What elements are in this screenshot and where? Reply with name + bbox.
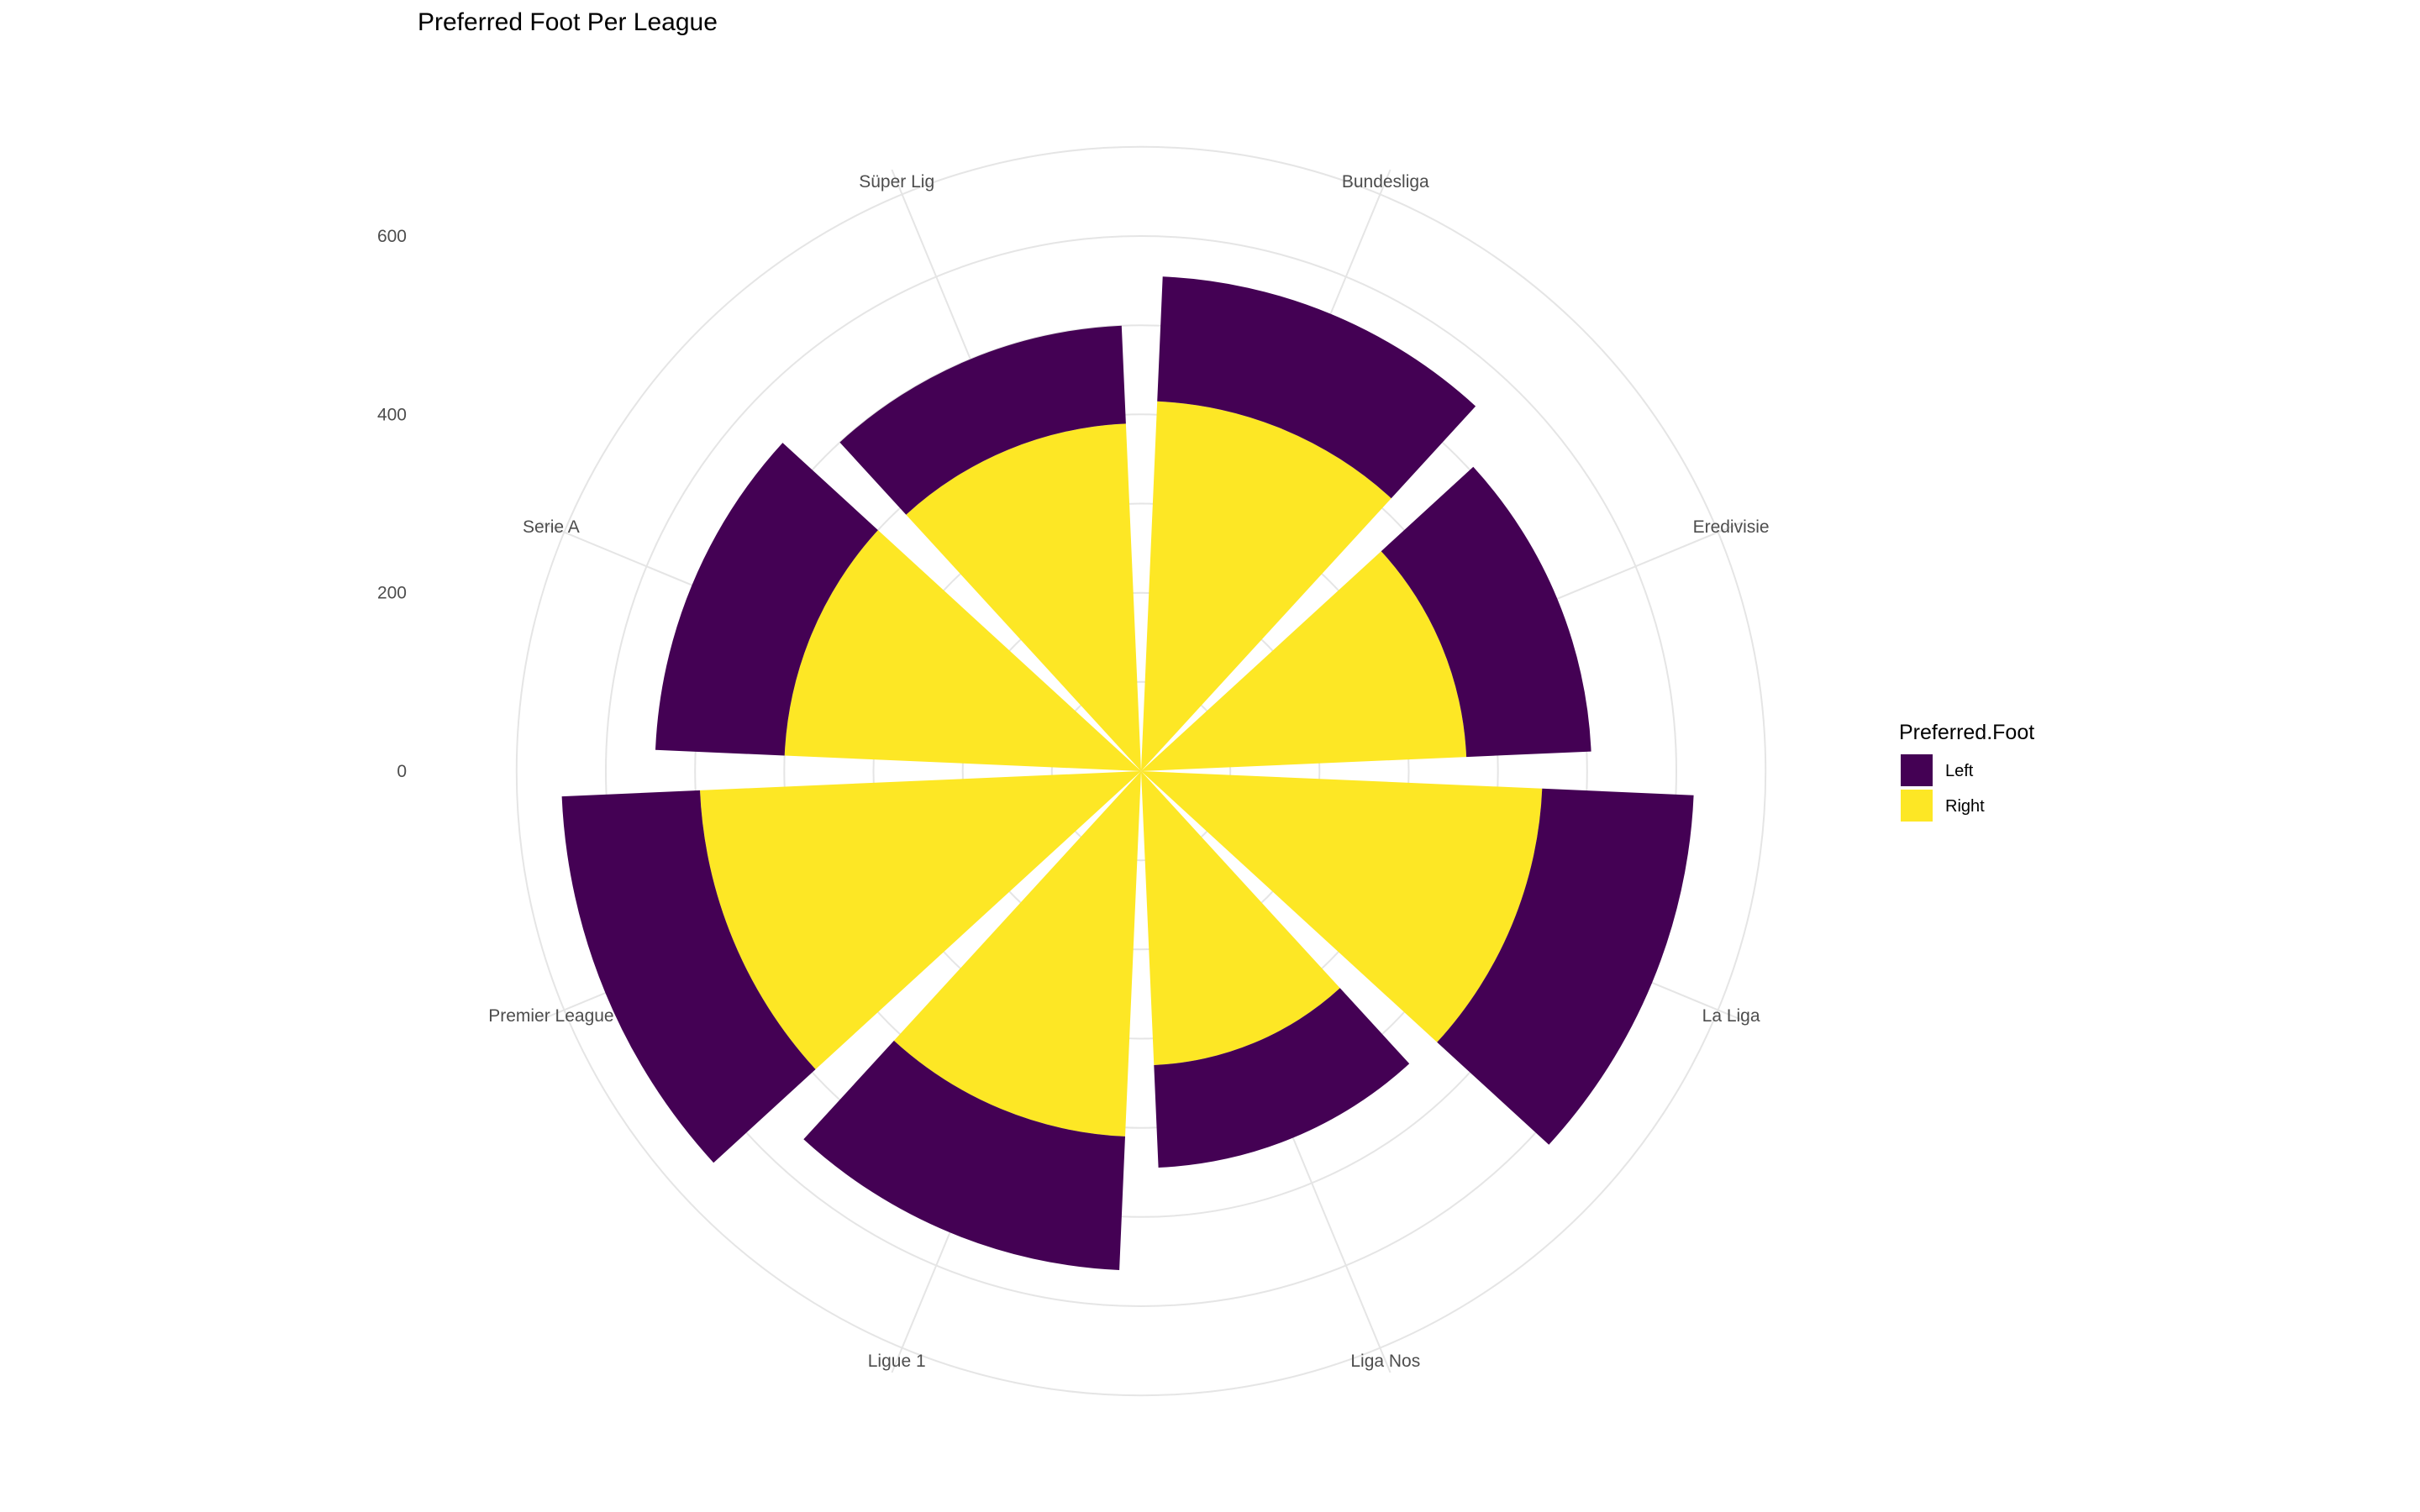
bar-right-la-liga <box>1141 771 1543 1042</box>
radial-tick-label: 200 <box>377 584 407 603</box>
grid-circle <box>515 145 1767 1397</box>
category-label: Premier League <box>488 1006 613 1026</box>
legend: Preferred.Foot Left Right <box>1899 721 2034 822</box>
legend-swatch-left <box>1901 754 1933 786</box>
legend-swatch-right <box>1901 790 1933 822</box>
grid-circle <box>694 324 1588 1218</box>
bar-left-eredivisie <box>1381 466 1591 758</box>
legend-title: Preferred.Foot <box>1899 721 2034 744</box>
bar-right-liga-nos <box>1141 771 1340 1065</box>
category-label: Ligue 1 <box>868 1352 926 1371</box>
grid-circle <box>872 502 1410 1040</box>
category-label: Eredivisie <box>1693 517 1770 537</box>
bar-left-premier-league <box>561 790 816 1163</box>
radial-tick-label: 0 <box>397 762 407 781</box>
radial-tick-label: 400 <box>377 405 407 424</box>
grid-circle <box>783 413 1499 1129</box>
bar-right-serie-a <box>784 530 1141 771</box>
bars <box>561 276 1694 1270</box>
category-label: Bundesliga <box>1342 172 1429 192</box>
bar-left-bundesliga <box>1157 276 1476 499</box>
category-label: Serie A <box>523 517 580 537</box>
chart-title: Preferred Foot Per League <box>418 8 718 36</box>
grid-circle <box>1050 680 1232 862</box>
grid-circle <box>961 591 1321 951</box>
category-labels: Bundesliga Eredivisie La Liga Liga Nos L… <box>488 172 1769 1371</box>
bar-left-la-liga <box>1437 788 1694 1145</box>
bar-left-ligue-1 <box>803 1040 1125 1270</box>
bar-right-premier-league <box>700 771 1141 1069</box>
category-label: Süper Lig <box>859 172 934 192</box>
grid-circle <box>605 235 1677 1307</box>
category-label: La Liga <box>1702 1006 1760 1026</box>
legend-label-left: Left <box>1945 762 1974 780</box>
bar-right-eredivisie <box>1141 551 1467 771</box>
bar-right-s-per-lig <box>906 423 1141 771</box>
legend-label-right: Right <box>1945 797 1985 816</box>
bar-left-liga-nos <box>1154 988 1410 1168</box>
radial-axis: 0 200 400 600 <box>377 227 407 781</box>
radial-tick-label: 600 <box>377 227 407 246</box>
bar-right-bundesliga <box>1141 401 1392 771</box>
bar-right-ligue-1 <box>893 771 1141 1137</box>
bar-left-serie-a <box>655 443 878 756</box>
bar-left-s-per-lig <box>839 325 1126 515</box>
category-label: Liga Nos <box>1350 1352 1420 1371</box>
